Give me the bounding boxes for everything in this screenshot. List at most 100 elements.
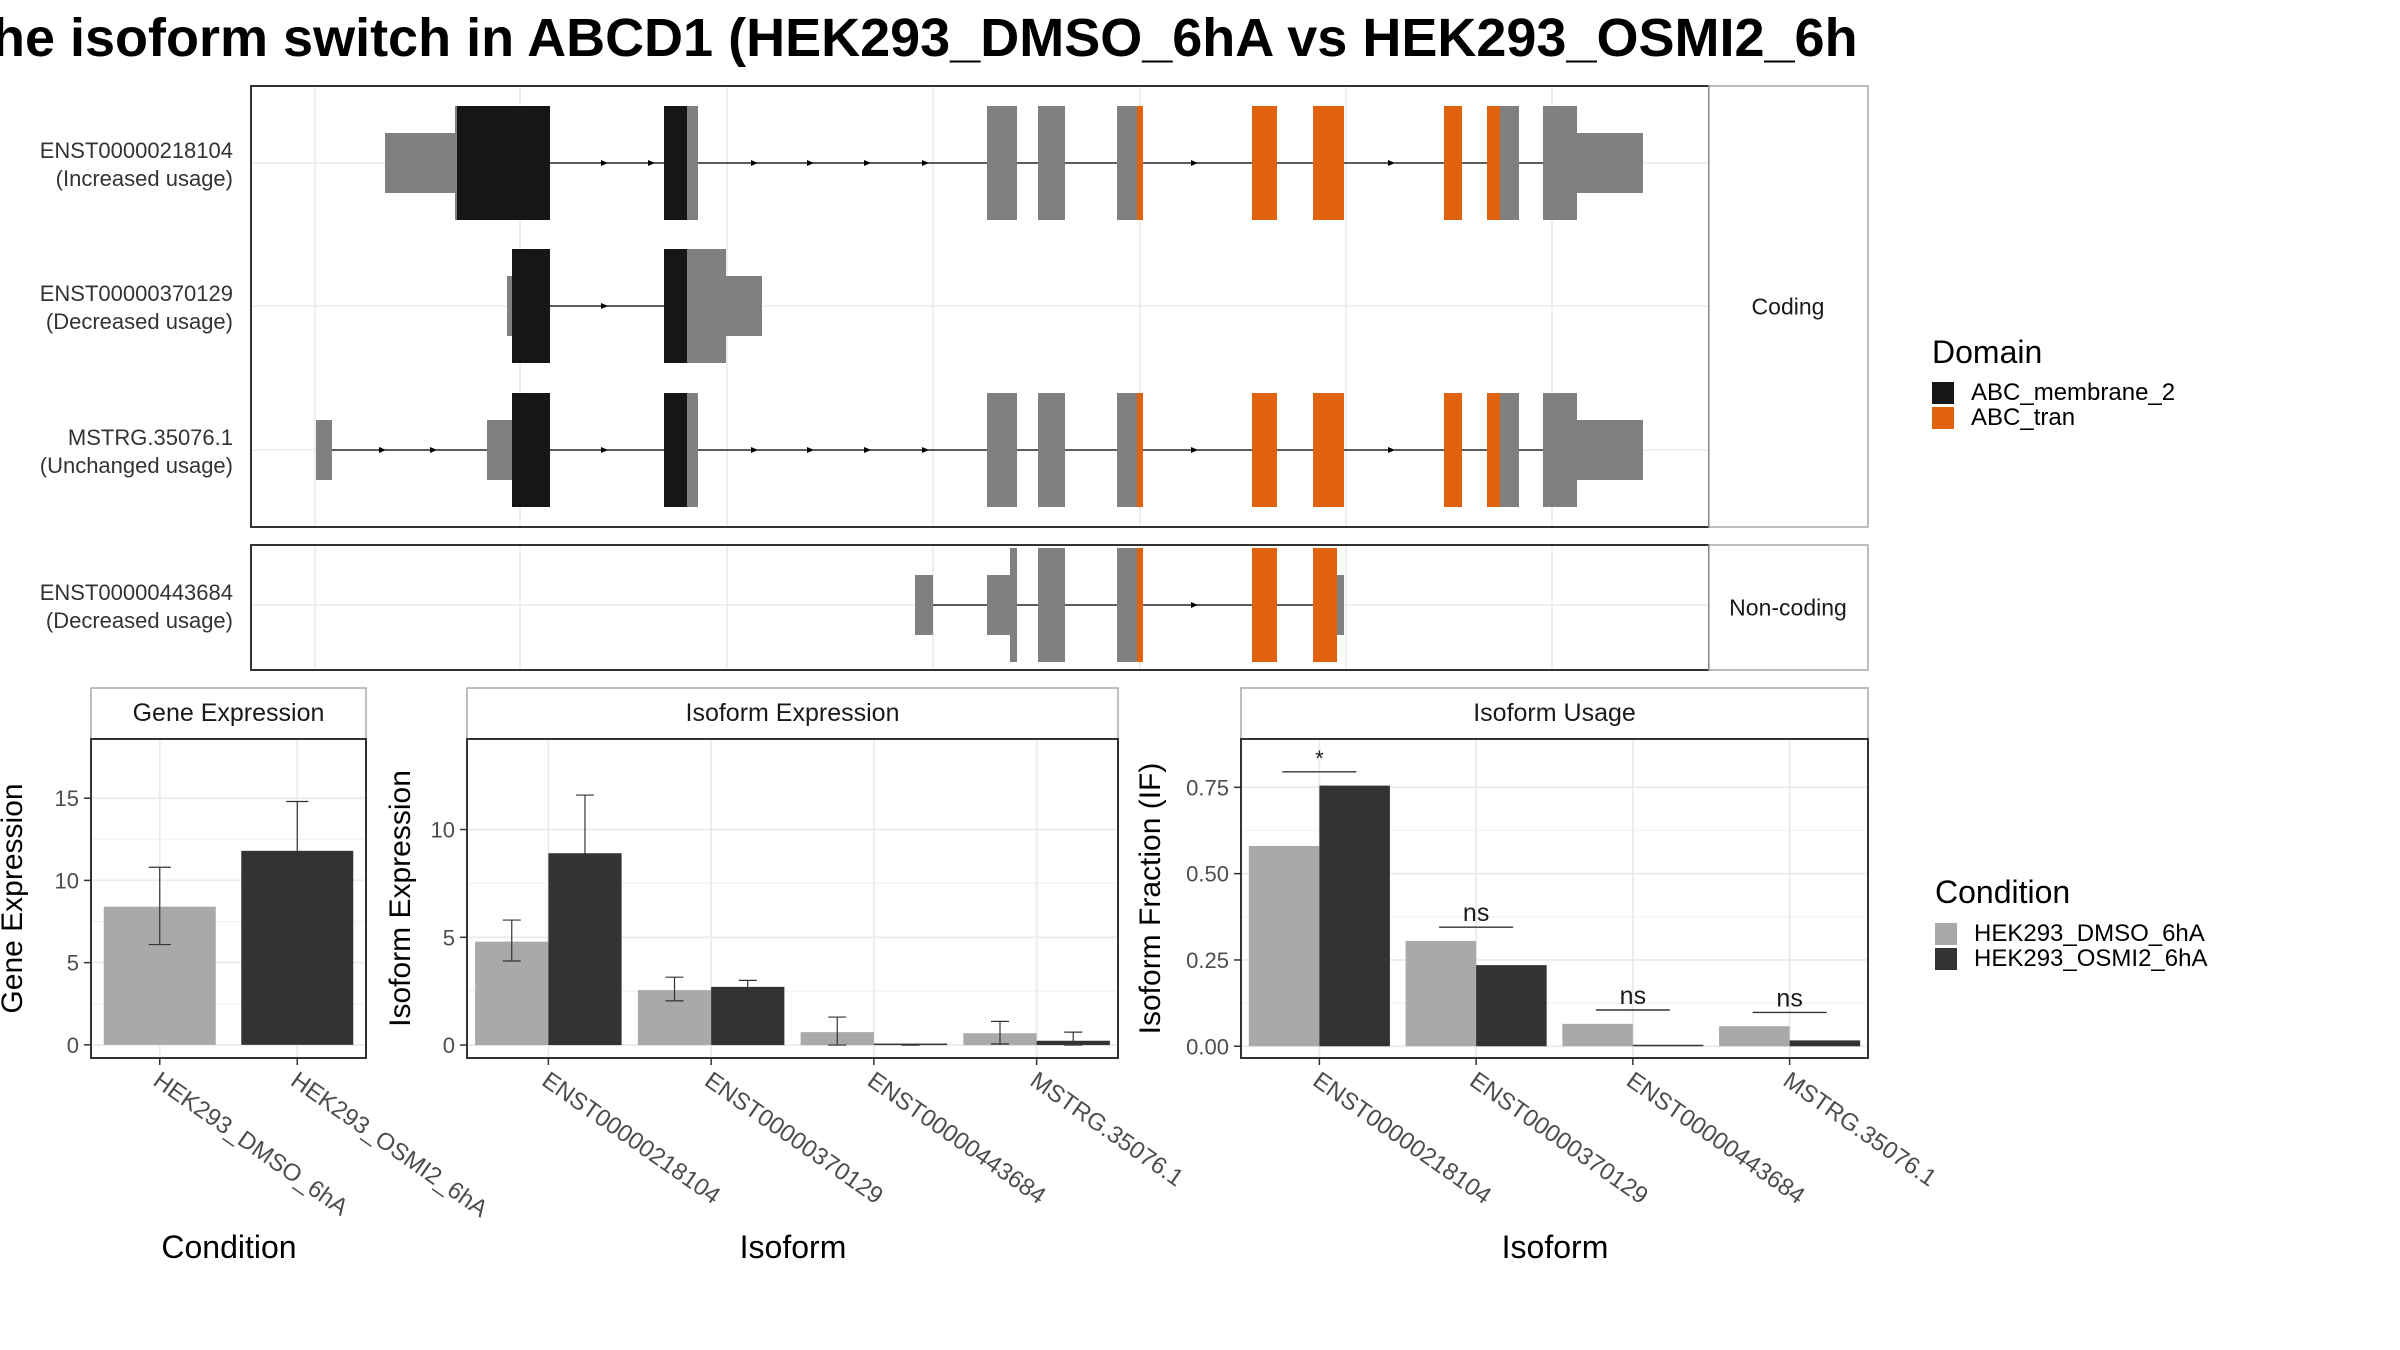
legend-title: Domain bbox=[1932, 334, 2042, 370]
domain-abc-membrane-2 bbox=[664, 393, 687, 507]
direction-arrow-icon bbox=[648, 160, 655, 166]
exon-block bbox=[1117, 393, 1137, 507]
domain-abc-tran bbox=[1252, 393, 1277, 507]
transcript-usage-label: (Unchanged usage) bbox=[40, 453, 233, 478]
y-tick-label: 15 bbox=[55, 786, 79, 811]
x-axis-title: Isoform bbox=[1502, 1229, 1609, 1265]
bar bbox=[711, 986, 785, 1046]
panel-strip bbox=[90, 687, 367, 740]
y-tick-label: 0.50 bbox=[1186, 862, 1229, 887]
legend-item-label: ABC_membrane_2 bbox=[1971, 379, 2175, 406]
exon-block bbox=[987, 393, 1017, 507]
exon-block bbox=[455, 106, 457, 220]
direction-arrow-icon bbox=[807, 447, 814, 453]
domain-abc-tran bbox=[1487, 393, 1500, 507]
direction-arrow-icon bbox=[1388, 447, 1395, 453]
direction-arrow-icon bbox=[430, 447, 437, 453]
exon-block bbox=[987, 575, 1010, 635]
exon-block bbox=[915, 575, 933, 635]
gene-structure-panel: ENST00000218104 (Increased usage) ENST0000… bbox=[40, 85, 1869, 671]
facet-strip bbox=[1708, 85, 1869, 528]
bar bbox=[1405, 940, 1477, 1047]
exon-block bbox=[487, 420, 512, 480]
exon-block bbox=[1117, 106, 1137, 220]
x-axis-title: Condition bbox=[161, 1229, 296, 1265]
exon-block bbox=[726, 276, 762, 336]
y-axis-title: Gene Expression bbox=[0, 783, 29, 1013]
domain-abc-tran bbox=[1137, 106, 1143, 220]
direction-arrow-icon bbox=[864, 447, 871, 453]
domain-abc-tran bbox=[1252, 106, 1277, 220]
legend-item-label: ABC_tran bbox=[1971, 404, 2075, 431]
significance-label: ns bbox=[1776, 984, 1802, 1012]
significance-label: * bbox=[1315, 746, 1324, 771]
transcript-usage-label: (Increased usage) bbox=[56, 166, 233, 191]
direction-arrow-icon bbox=[601, 160, 608, 166]
direction-arrow-icon bbox=[807, 160, 814, 166]
bar bbox=[873, 1043, 948, 1046]
exon-block bbox=[1500, 393, 1519, 507]
y-tick-label: 0.25 bbox=[1186, 948, 1229, 973]
domain-abc-tran bbox=[1137, 393, 1143, 507]
plot-border bbox=[90, 738, 367, 1059]
legend-title: Condition bbox=[1935, 874, 2070, 910]
exon-block bbox=[1337, 575, 1344, 635]
bar bbox=[1476, 965, 1547, 1047]
y-axis-title: Isoform Fraction (IF) bbox=[1134, 763, 1167, 1035]
direction-arrow-icon bbox=[1191, 602, 1198, 608]
legend-key-swatch bbox=[1935, 948, 1957, 970]
transcript-usage-label: (Decreased usage) bbox=[46, 608, 233, 633]
y-tick-label: 0.75 bbox=[1186, 775, 1229, 800]
direction-arrow-icon bbox=[922, 160, 929, 166]
panel-strip-label: Gene Expression bbox=[133, 699, 325, 727]
domain-abc-tran bbox=[1313, 106, 1344, 220]
exon-block bbox=[1038, 548, 1065, 662]
domain-abc-membrane-2 bbox=[664, 106, 687, 220]
legend-item-label: HEK293_OSMI2_6hA bbox=[1974, 945, 2207, 972]
exon-block bbox=[1543, 106, 1577, 220]
exon-block bbox=[987, 106, 1017, 220]
exon-block bbox=[385, 133, 455, 193]
legend-item-label: HEK293_DMSO_6hA bbox=[1974, 920, 2205, 947]
domain-abc-tran bbox=[1313, 393, 1344, 507]
bar bbox=[1562, 1023, 1633, 1047]
exon-block bbox=[687, 393, 698, 507]
domain-abc-tran bbox=[1137, 548, 1143, 662]
exon-block bbox=[507, 276, 512, 336]
direction-arrow-icon bbox=[1191, 160, 1198, 166]
x-axis-title: Isoform bbox=[740, 1229, 847, 1265]
domain-abc-tran bbox=[1444, 393, 1462, 507]
domain-abc-membrane-2 bbox=[512, 393, 550, 507]
exon-block bbox=[1010, 548, 1017, 662]
y-tick-label: 0 bbox=[443, 1033, 455, 1058]
direction-arrow-icon bbox=[601, 447, 608, 453]
bar bbox=[1248, 846, 1320, 1047]
y-tick-label: 0 bbox=[67, 1033, 79, 1058]
significance-label: ns bbox=[1463, 899, 1489, 927]
domain-abc-membrane-2 bbox=[457, 106, 550, 220]
domain-abc-tran bbox=[1252, 548, 1277, 662]
transcript-id-label: ENST00000218104 bbox=[40, 138, 233, 163]
transcript-track bbox=[915, 548, 1344, 662]
facet-strip-label: Non-coding bbox=[1729, 595, 1847, 621]
direction-arrow-icon bbox=[864, 160, 871, 166]
legend-key-swatch bbox=[1932, 407, 1954, 429]
domain-abc-tran bbox=[1313, 548, 1337, 662]
domain-abc-membrane-2 bbox=[512, 249, 550, 363]
domain-abc-tran bbox=[1444, 106, 1462, 220]
direction-arrow-icon bbox=[1191, 447, 1198, 453]
domain-abc-tran bbox=[1487, 106, 1500, 220]
bar bbox=[1632, 1044, 1704, 1047]
exon-block bbox=[687, 249, 726, 363]
plot-border bbox=[1240, 738, 1869, 1059]
exon-block bbox=[687, 106, 698, 220]
facet-strip-label: Coding bbox=[1752, 294, 1825, 320]
transcript-usage-label: (Decreased usage) bbox=[46, 309, 233, 334]
y-tick-label: 0.00 bbox=[1186, 1034, 1229, 1059]
exon-block bbox=[1577, 133, 1643, 193]
facet-strip bbox=[1708, 544, 1869, 671]
y-tick-label: 10 bbox=[55, 868, 79, 893]
direction-arrow-icon bbox=[379, 447, 386, 453]
direction-arrow-icon bbox=[1388, 160, 1395, 166]
